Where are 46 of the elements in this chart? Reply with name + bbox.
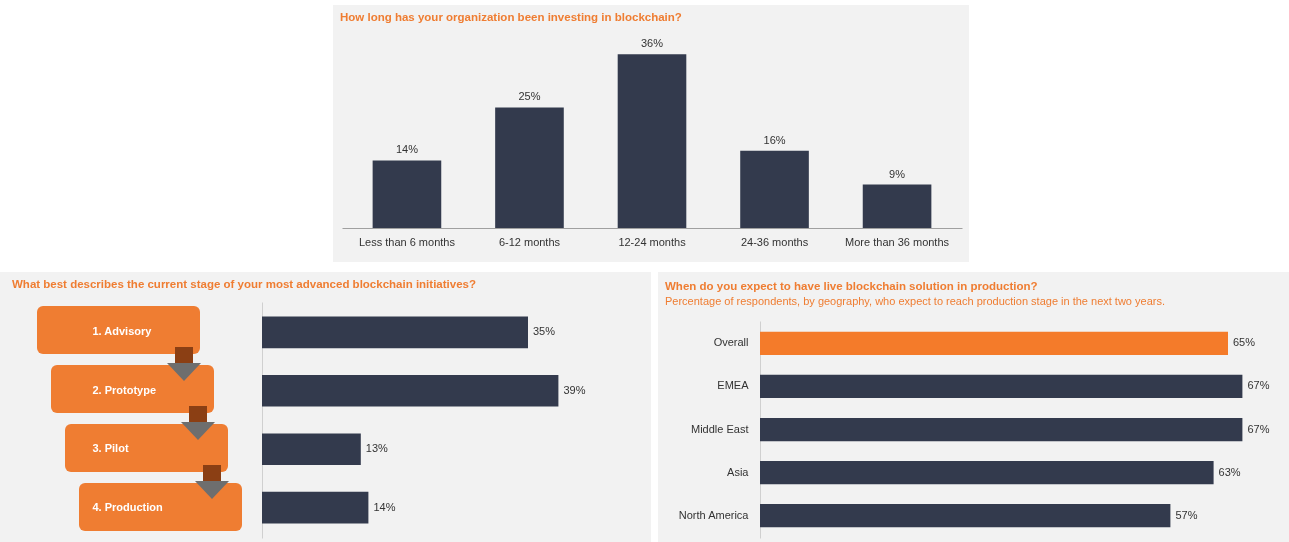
- bar: [760, 460, 1214, 485]
- bar: [760, 374, 1243, 399]
- data-label: 9%: [889, 167, 906, 180]
- data-label: 16%: [763, 133, 786, 146]
- data-label: 35%: [533, 325, 556, 338]
- y-tick-label: 4. Production: [92, 500, 164, 513]
- y-tick-label: North America: [678, 508, 750, 521]
- data-label: 39%: [563, 383, 586, 396]
- y-tick-label: 3. Pilot: [92, 442, 129, 455]
- chart-title: How long has your organization been investing in blockchain?: [340, 10, 682, 23]
- bar: [262, 491, 369, 524]
- x-tick-label: 6-12 months: [498, 235, 561, 248]
- data-label: 65%: [1233, 336, 1256, 349]
- bar: [760, 417, 1243, 442]
- y-tick-label: Asia: [727, 465, 750, 478]
- x-tick-label: 12-24 months: [618, 235, 687, 248]
- bar: [262, 375, 559, 407]
- x-tick-label: More than 36 months: [845, 235, 950, 248]
- data-label: 13%: [365, 442, 389, 455]
- data-label: 25%: [518, 90, 541, 103]
- y-tick-label: 1. Advisory: [92, 325, 153, 338]
- bar: [262, 316, 528, 349]
- bar: [862, 184, 932, 228]
- bar: [262, 433, 361, 465]
- y-tick-label: Overall: [713, 336, 749, 349]
- bar: [760, 331, 1228, 356]
- bar: [372, 160, 442, 228]
- data-label: 63%: [1218, 465, 1241, 478]
- data-label: 67%: [1247, 379, 1270, 392]
- bar: [617, 54, 687, 228]
- data-label: 14%: [373, 500, 396, 513]
- x-tick-label: 24-36 months: [740, 235, 809, 248]
- chart-title: What best describes the current stage of your most advanced blockchain initiatives?: [12, 277, 476, 290]
- y-tick-label: Middle East: [691, 422, 749, 435]
- chart-subtitle: Percentage of respondents, by geography, who expect to reach production stage in the next two years.: [665, 295, 1165, 307]
- data-label: 67%: [1247, 422, 1270, 435]
- chart-title: When do you expect to have live blockchain solution in production?: [665, 279, 1038, 292]
- bar: [760, 503, 1171, 528]
- data-label: 14%: [395, 143, 419, 156]
- y-tick-label: EMEA: [717, 379, 750, 392]
- data-label: 36%: [640, 37, 664, 50]
- data-label: 57%: [1175, 508, 1198, 521]
- x-tick-label: Less than 6 months: [358, 235, 456, 248]
- y-tick-label: 2. Prototype: [92, 383, 157, 396]
- bar: [740, 150, 809, 228]
- bar: [495, 107, 564, 228]
